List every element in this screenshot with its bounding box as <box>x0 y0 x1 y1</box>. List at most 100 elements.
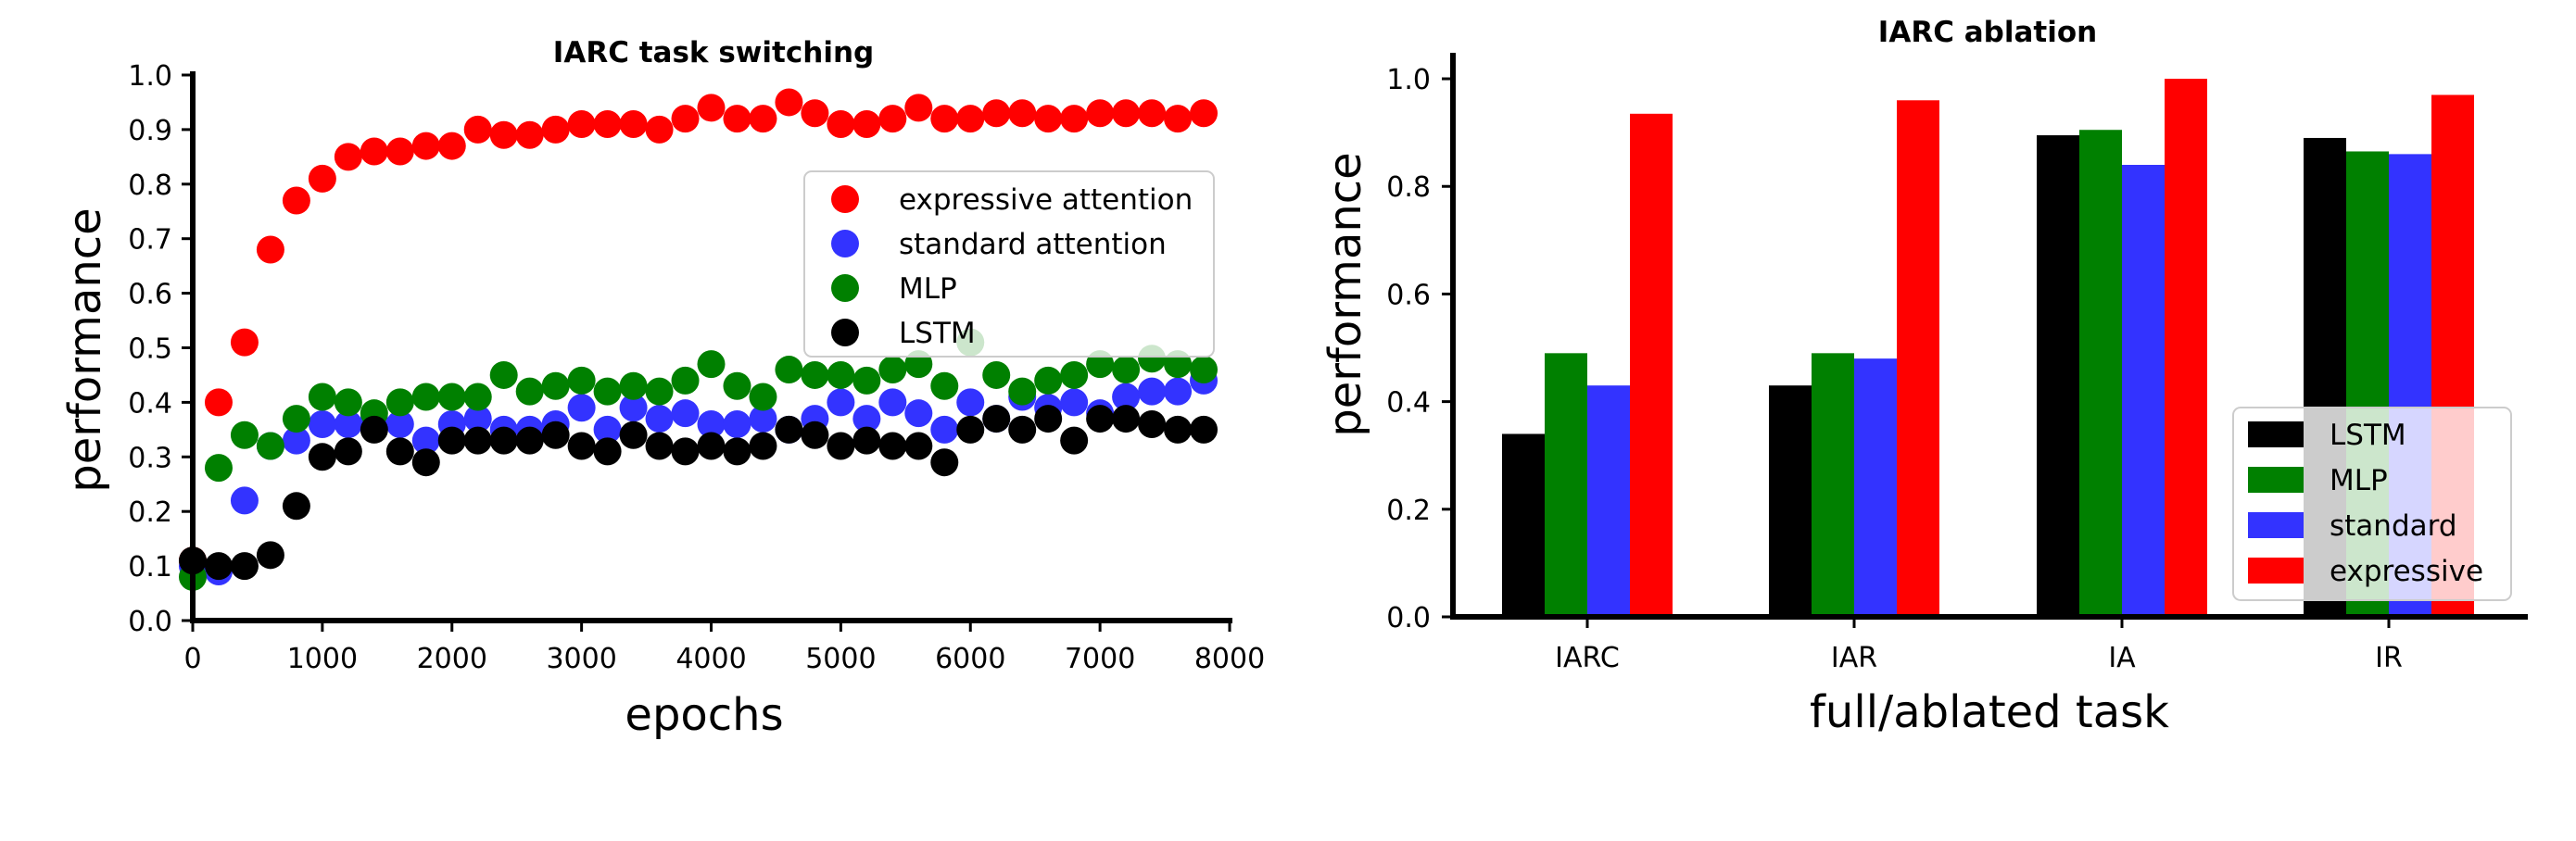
point-expressive-attention-22 <box>749 105 777 133</box>
scatter-y-tick-label: 1.0 <box>128 60 172 93</box>
point-lstm-7 <box>360 415 388 444</box>
scatter-x-label: epochs <box>625 689 783 741</box>
point-mlp-21 <box>723 371 751 400</box>
bar-title: IARC ablation <box>1878 16 2097 49</box>
point-lstm-36 <box>1112 405 1141 433</box>
legend-marker-standard-attention <box>831 230 859 257</box>
point-mlp-22 <box>749 383 777 411</box>
point-expressive-attention-35 <box>1086 99 1115 128</box>
point-mlp-39 <box>1190 356 1219 384</box>
scatter-x-tick-label: 3000 <box>546 643 616 675</box>
point-expressive-attention-20 <box>697 94 726 122</box>
point-expressive-attention-16 <box>593 110 622 139</box>
point-lstm-38 <box>1164 415 1193 444</box>
point-mlp-24 <box>801 360 829 389</box>
point-expressive-attention-26 <box>852 110 881 139</box>
scatter-y-tick-label: 0.7 <box>128 224 172 257</box>
point-expressive-attention-17 <box>619 110 648 139</box>
point-lstm-8 <box>385 437 414 466</box>
point-lstm-35 <box>1086 405 1115 433</box>
point-lstm-30 <box>956 415 985 444</box>
point-mlp-20 <box>697 350 726 379</box>
bar-x-ticks: IARC IAR IA IR <box>1555 617 2403 674</box>
point-lstm-1 <box>204 552 233 581</box>
point-mlp-26 <box>852 366 881 395</box>
point-standard-attention-29 <box>930 415 959 444</box>
scatter-y-tick-label: 0.1 <box>128 551 172 584</box>
point-standard-attention-19 <box>671 399 700 428</box>
point-mlp-12 <box>489 360 518 389</box>
point-expressive-attention-12 <box>489 120 518 149</box>
point-mlp-29 <box>930 371 959 400</box>
bar-lstm-iar <box>1769 385 1812 617</box>
point-standard-attention-36 <box>1112 383 1141 411</box>
point-lstm-4 <box>282 492 310 521</box>
point-expressive-attention-3 <box>256 235 284 264</box>
point-expressive-attention-30 <box>956 105 985 133</box>
point-expressive-attention-25 <box>827 110 855 139</box>
legend-label-standard-attention: standard attention <box>899 228 1167 261</box>
legend-marker-expressive-attention <box>831 185 859 213</box>
scatter-y-tick-label: 0.6 <box>128 279 172 311</box>
bar-y-tick-label: 1.0 <box>1386 64 1431 96</box>
scatter-y-tick-label: 0.8 <box>128 169 172 202</box>
point-expressive-attention-24 <box>801 99 829 128</box>
point-mlp-18 <box>645 377 674 406</box>
point-lstm-11 <box>463 426 492 455</box>
bar-standard-ia <box>2122 165 2165 617</box>
point-standard-attention-17 <box>619 394 648 422</box>
scatter-x-tick-label: 5000 <box>805 643 876 675</box>
point-lstm-31 <box>982 405 1011 433</box>
point-expressive-attention-13 <box>515 120 544 149</box>
point-expressive-attention-6 <box>334 143 362 171</box>
point-expressive-attention-21 <box>723 105 751 133</box>
point-mlp-23 <box>775 356 803 384</box>
point-lstm-33 <box>1034 405 1063 433</box>
point-mlp-8 <box>385 388 414 417</box>
scatter-x-tick-label: 4000 <box>676 643 746 675</box>
legend-swatch-standard <box>2248 512 2304 538</box>
point-mlp-1 <box>204 454 233 483</box>
scatter-y-label: performance <box>59 207 111 492</box>
scatter-points <box>179 88 1219 591</box>
point-standard-attention-6 <box>334 409 362 438</box>
scatter-x-tick-label: 6000 <box>935 643 1005 675</box>
scatter-x-ticks: 0 1000 2000 3000 4000 5000 6000 7000 8000 <box>183 621 1265 675</box>
point-mlp-25 <box>827 360 855 389</box>
point-mlp-14 <box>541 371 570 400</box>
legend-label-expressive-attention: expressive attention <box>899 183 1193 217</box>
legend-swatch-expressive <box>2248 558 2304 584</box>
point-expressive-attention-31 <box>982 99 1011 128</box>
legend-marker-mlp <box>831 274 859 302</box>
point-lstm-20 <box>697 432 726 460</box>
point-mlp-6 <box>334 388 362 417</box>
point-mlp-2 <box>230 420 259 449</box>
point-expressive-attention-7 <box>360 137 388 166</box>
bar-mlp-iarc <box>1545 353 1587 617</box>
point-lstm-10 <box>437 426 466 455</box>
bar-y-tick-label: 0.6 <box>1386 279 1431 311</box>
point-standard-attention-37 <box>1138 377 1167 406</box>
point-expressive-attention-4 <box>282 186 310 215</box>
bar-y-tick-label: 0.4 <box>1386 387 1431 420</box>
bar-legend-frame <box>2232 407 2512 601</box>
bar-lstm-iarc <box>1502 433 1545 617</box>
legend-label-expressive: expressive <box>2330 555 2483 588</box>
point-standard-attention-38 <box>1164 377 1193 406</box>
point-mlp-3 <box>256 432 284 460</box>
point-mlp-33 <box>1034 366 1063 395</box>
legend-swatch-lstm <box>2248 421 2304 447</box>
point-mlp-17 <box>619 371 648 400</box>
point-expressive-attention-10 <box>437 132 466 160</box>
point-standard-attention-27 <box>878 388 907 417</box>
point-lstm-37 <box>1138 409 1167 438</box>
bar-y-tick-label: 0.8 <box>1386 171 1431 204</box>
point-expressive-attention-1 <box>204 388 233 417</box>
point-standard-attention-26 <box>852 405 881 433</box>
bar-expressive-ia <box>2165 79 2207 618</box>
bar-legend-items: LSTM MLP standard expressive <box>2248 419 2483 588</box>
scatter-x-tick-label: 2000 <box>417 643 487 675</box>
bar-x-label: full/ablated task <box>1810 686 2169 738</box>
scatter-x-tick-label: 7000 <box>1065 643 1135 675</box>
